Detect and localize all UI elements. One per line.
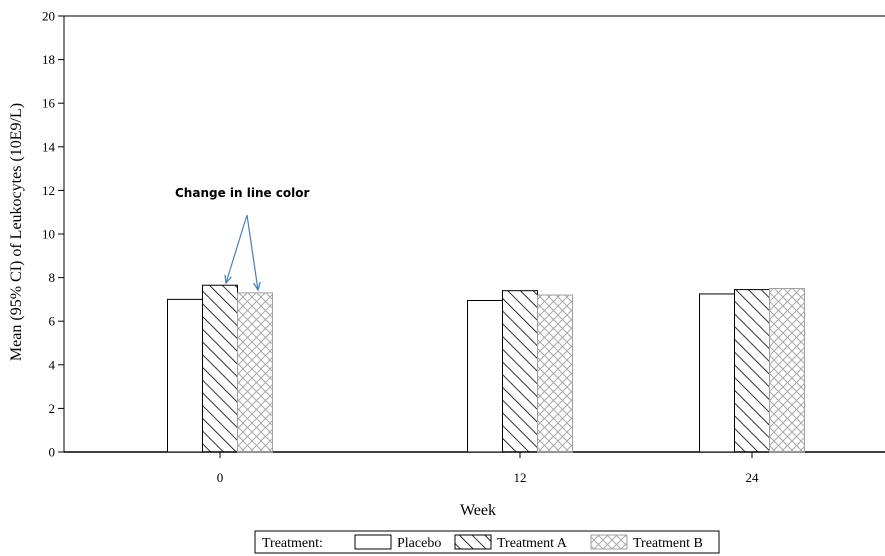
bar-treatment-a-week-12 (502, 290, 538, 453)
annotation-text: Change in line color (175, 186, 310, 200)
legend-label-treatment-b: Treatment B (633, 536, 703, 551)
legend-swatch-treatment-a (454, 534, 492, 550)
bar-placebo-week-0 (167, 298, 203, 453)
bar-placebo-week-12 (467, 299, 503, 453)
annotation-arrow-right (246, 214, 258, 290)
bars (167, 284, 805, 453)
x-axis-label: Week (460, 502, 496, 519)
legend-label-treatment-a: Treatment A (497, 536, 568, 551)
y-tick-label: 10 (42, 227, 55, 242)
y-axis: 0 2 4 6 8 10 12 14 16 18 20 (42, 9, 64, 460)
y-tick-label: 14 (42, 139, 56, 154)
legend: Treatment: Placebo Treatment A Treatment… (254, 530, 720, 554)
x-axis: 0 12 24 (217, 452, 759, 485)
y-tick-label: 20 (42, 9, 55, 24)
y-axis-label: Mean (95% CI) of Leukocytes (10E9/L) (8, 103, 25, 361)
bar-treatment-a-week-0 (202, 284, 238, 453)
y-tick-label: 6 (49, 314, 56, 329)
legend-label-placebo: Placebo (397, 536, 441, 551)
bar-placebo-week-24 (699, 293, 735, 453)
y-tick-label: 12 (42, 183, 55, 198)
bar-treatment-a-week-24 (734, 289, 770, 453)
y-tick-label: 18 (42, 52, 55, 67)
x-tick-label: 0 (217, 470, 224, 485)
bar-treatment-b-week-0 (237, 292, 273, 453)
y-tick-label: 2 (49, 401, 56, 416)
legend-title: Treatment: (262, 536, 323, 551)
y-tick-label: 16 (42, 96, 56, 111)
x-tick-label: 24 (746, 470, 760, 485)
legend-swatch-treatment-b (590, 534, 628, 550)
y-tick-label: 0 (49, 445, 56, 460)
x-tick-label: 12 (514, 470, 527, 485)
annotation-arrow-left (226, 214, 248, 283)
legend-swatch-placebo (354, 534, 392, 550)
y-tick-label: 8 (49, 270, 56, 285)
bar-treatment-b-week-24 (769, 288, 805, 453)
bar-treatment-b-week-12 (537, 294, 573, 453)
annotation: Change in line color (175, 186, 310, 290)
y-tick-label: 4 (49, 357, 56, 372)
